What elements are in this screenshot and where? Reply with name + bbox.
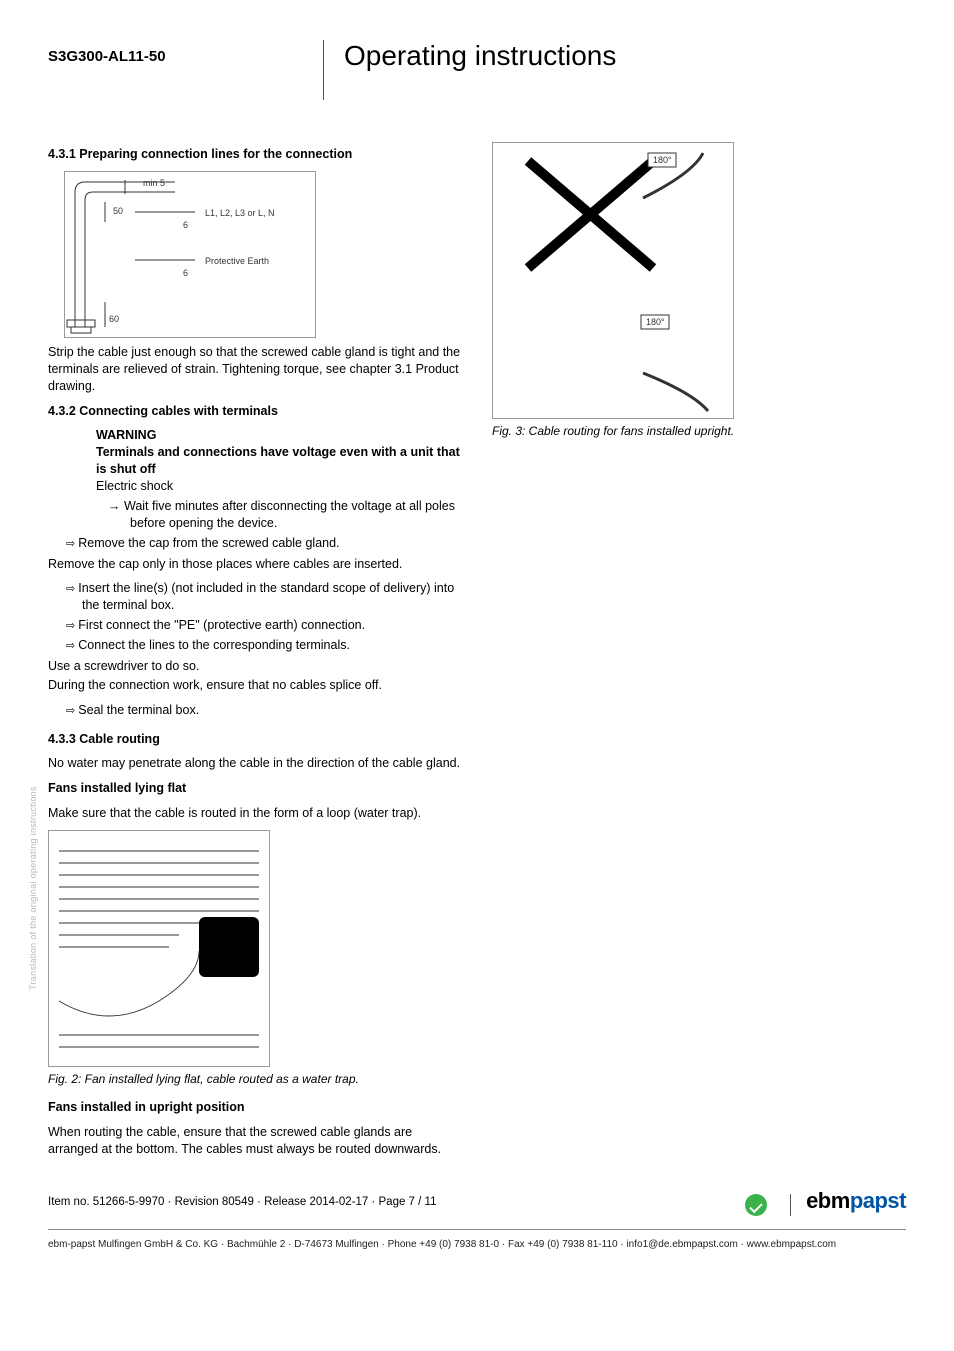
footer-address: ebm-papst Mulfingen GmbH & Co. KG · Bach… (48, 1239, 906, 1250)
para-splice: During the connection work, ensure that … (48, 677, 462, 694)
warning-block: WARNING Terminals and connections have v… (96, 427, 462, 531)
subhead-flat: Fans installed lying flat (48, 780, 462, 797)
footer-meta: Item no. 51266-5-9970 · Revision 80549 ·… (48, 1188, 906, 1216)
step-connect-pe: First connect the "PE" (protective earth… (66, 617, 462, 634)
brand-ebm: ebm (806, 1188, 850, 1213)
content-columns: 4.3.1 Preparing connection lines for the… (48, 140, 906, 1166)
side-label: Translation of the original operating in… (28, 786, 38, 990)
figure-2-svg (49, 831, 269, 1066)
figure-3-svg: 180° 180° (493, 143, 733, 418)
footer-brand-block: ebmpapst (745, 1188, 906, 1216)
fig1-6b: 6 (183, 268, 188, 278)
header-divider (323, 40, 324, 100)
step-connect-lines: Connect the lines to the corresponding t… (66, 637, 462, 654)
warning-line: Electric shock (96, 478, 462, 495)
page: S3G300-AL11-50 Operating instructions 4.… (0, 0, 954, 1280)
warning-step: Wait five minutes after disconnecting th… (108, 498, 462, 532)
left-column: 4.3.1 Preparing connection lines for the… (48, 140, 462, 1166)
subhead-upright: Fans installed in upright position (48, 1099, 462, 1116)
page-header: S3G300-AL11-50 Operating instructions (48, 40, 906, 100)
product-code: S3G300-AL11-50 (48, 40, 323, 65)
para-strip: Strip the cable just enough so that the … (48, 344, 462, 395)
right-column: 180° 180° (492, 140, 906, 1166)
heading-431: 4.3.1 Preparing connection lines for the… (48, 146, 462, 163)
footer-rule (48, 1229, 906, 1230)
heading-432: 4.3.2 Connecting cables with terminals (48, 403, 462, 420)
figure-3: 180° 180° (492, 142, 734, 419)
step-seal: Seal the terminal box. (66, 702, 462, 719)
para-remove-only: Remove the cap only in those places wher… (48, 556, 462, 573)
para-loop: Make sure that the cable is routed in th… (48, 805, 462, 822)
step-remove-cap: Remove the cap from the screwed cable gl… (66, 535, 462, 552)
brand-logo: ebmpapst (806, 1188, 906, 1213)
warning-title: WARNING (96, 427, 462, 444)
figure-1: min 5 50 6 6 60 L1, L2, L3 or L, N Prote… (64, 171, 316, 338)
fig1-min5: min 5 (143, 178, 165, 188)
para-water: No water may penetrate along the cable i… (48, 755, 462, 772)
warning-subtitle: Terminals and connections have voltage e… (96, 444, 462, 478)
fig1-lines: L1, L2, L3 or L, N (205, 208, 275, 218)
figure-2-caption: Fig. 2: Fan installed lying flat, cable … (48, 1071, 462, 1087)
fig1-60: 60 (109, 314, 119, 324)
footer-meta-text: Item no. 51266-5-9970 · Revision 80549 ·… (48, 1196, 436, 1208)
footer-divider (790, 1194, 791, 1216)
page-title: Operating instructions (344, 40, 616, 72)
figure-3-caption: Fig. 3: Cable routing for fans installed… (492, 423, 906, 439)
heading-433: 4.3.3 Cable routing (48, 731, 462, 748)
fig3-label-180a: 180° (653, 155, 672, 165)
para-screwdriver: Use a screwdriver to do so. (48, 658, 462, 675)
fig1-50: 50 (113, 206, 123, 216)
fig3-label-180b: 180° (646, 317, 665, 327)
figure-2 (48, 830, 270, 1067)
fig1-pe: Protective Earth (205, 256, 269, 266)
green-badge-icon (745, 1194, 767, 1216)
step-insert-lines: Insert the line(s) (not included in the … (66, 580, 462, 614)
fig1-6a: 6 (183, 220, 188, 230)
figure-1-svg: min 5 50 6 6 60 L1, L2, L3 or L, N Prote… (65, 172, 315, 337)
para-upright: When routing the cable, ensure that the … (48, 1124, 462, 1158)
brand-papst: papst (850, 1188, 906, 1213)
